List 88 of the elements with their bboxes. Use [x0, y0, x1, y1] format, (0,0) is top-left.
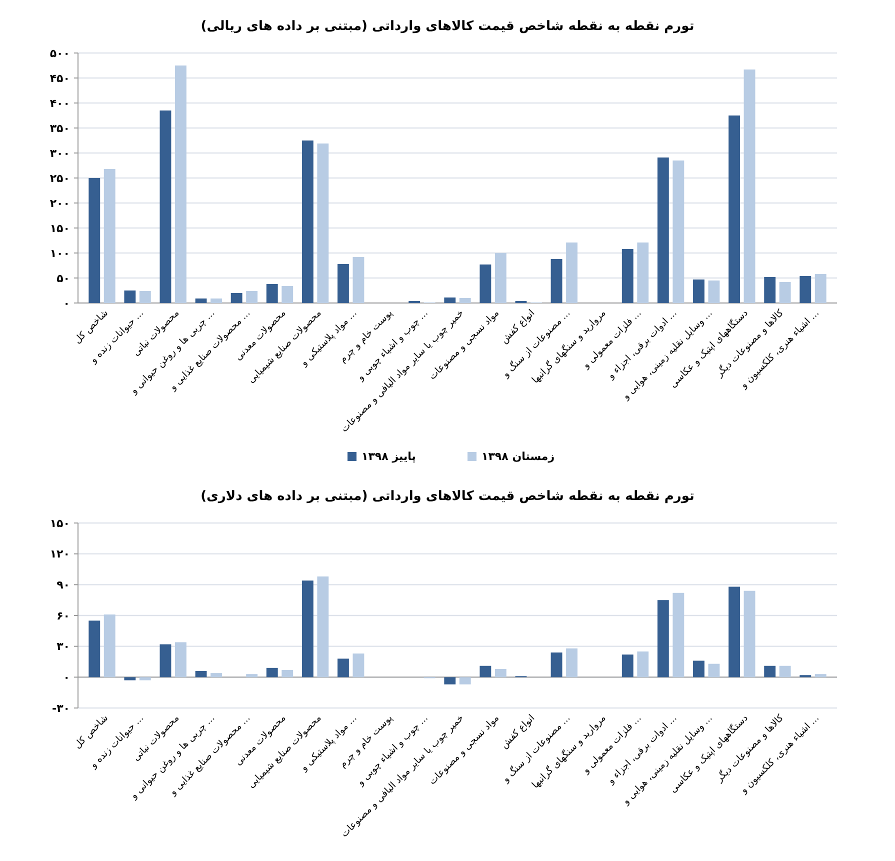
- chart-title: تورم نقطه به نقطه شاخص قیمت کالاهای وارداتی (مبتنی بر داده های دلاری): [200, 489, 694, 504]
- bar: [338, 264, 349, 303]
- bar: [728, 116, 740, 303]
- bar: [139, 291, 151, 303]
- bar: [728, 586, 740, 678]
- y-tick-label: ۹۰: [56, 578, 70, 592]
- bar: [175, 642, 186, 678]
- bar: [88, 178, 100, 303]
- bar: [210, 298, 222, 303]
- bar: [622, 249, 634, 303]
- bar: [744, 590, 756, 678]
- y-tick-label: ۴۰۰: [50, 96, 70, 110]
- bar: [104, 614, 116, 678]
- bar: [550, 259, 562, 303]
- legend-label: زمستان ۱۳۹۸: [482, 450, 555, 463]
- bar: [480, 666, 492, 678]
- bar: [175, 66, 186, 303]
- bar: [494, 668, 506, 678]
- bar: [814, 274, 826, 303]
- y-tick-label: ۵۰۰: [50, 46, 70, 60]
- bar: [764, 666, 776, 678]
- y-tick-label: ۳۰۰: [50, 146, 70, 160]
- bar: [444, 298, 456, 303]
- y-tick-label: ۰: [63, 671, 70, 684]
- bar: [302, 140, 314, 303]
- bar: [124, 677, 136, 680]
- bar: [160, 644, 172, 678]
- bar: [779, 666, 791, 678]
- bar: [352, 654, 364, 678]
- bar: [352, 257, 364, 303]
- bar: [744, 70, 756, 303]
- bar: [566, 242, 578, 303]
- bar: [814, 674, 826, 678]
- y-tick-label: ۶۰: [56, 609, 70, 622]
- bar: [88, 620, 100, 678]
- bar: [779, 282, 791, 303]
- bar: [302, 580, 314, 678]
- bar: [282, 670, 294, 678]
- y-tick-label: -۳۰: [52, 702, 70, 715]
- bar: [480, 264, 492, 303]
- bar: [160, 110, 172, 303]
- bar: [459, 298, 471, 303]
- bar: [550, 652, 562, 678]
- legend-label: پاییز ۱۳۹۸: [362, 450, 416, 463]
- bar: [637, 651, 649, 678]
- bar: [494, 253, 506, 303]
- bar: [282, 286, 294, 303]
- bar: [657, 158, 669, 303]
- y-tick-label: ۳۰: [56, 640, 70, 654]
- bar: [104, 169, 116, 303]
- bar: [338, 658, 349, 678]
- bar: [139, 677, 151, 680]
- bar: [708, 280, 720, 303]
- y-tick-label: ۱۵۰: [50, 516, 70, 530]
- bar: [317, 144, 329, 303]
- chart-title: تورم نقطه به نقطه شاخص قیمت کالاهای وارداتی (مبتنی بر داده های ریالی): [200, 19, 694, 34]
- bar: [195, 298, 207, 303]
- bar: [693, 280, 704, 303]
- y-tick-label: ۱۰۰: [50, 246, 70, 260]
- bar: [693, 660, 704, 678]
- bar: [672, 160, 684, 303]
- bar: [246, 291, 258, 303]
- bar: [266, 284, 278, 303]
- bar: [622, 654, 634, 678]
- y-tick-label: ۲۵۰: [50, 172, 70, 185]
- bar: [444, 677, 456, 684]
- bar: [266, 668, 278, 678]
- y-tick-label: ۰: [63, 296, 70, 310]
- bar: [195, 671, 207, 678]
- bar: [210, 673, 222, 678]
- y-tick-label: ۴۵۰: [50, 72, 70, 85]
- y-tick-label: ۲۰۰: [50, 196, 70, 210]
- bar: [764, 277, 776, 303]
- y-tick-label: ۵۰: [56, 272, 70, 285]
- bar: [459, 677, 471, 684]
- y-tick-label: ۳۵۰: [50, 122, 70, 135]
- bar: [672, 592, 684, 678]
- y-tick-label: ۱۵۰: [50, 222, 70, 235]
- bar: [800, 276, 812, 303]
- bar: [246, 674, 258, 678]
- bar: [230, 293, 242, 303]
- bar: [708, 664, 720, 678]
- bar: [124, 290, 136, 303]
- bar: [566, 648, 578, 678]
- bar: [317, 576, 329, 678]
- bar: [657, 600, 669, 678]
- y-tick-label: ۱۲۰: [50, 548, 70, 561]
- bar: [637, 242, 649, 303]
